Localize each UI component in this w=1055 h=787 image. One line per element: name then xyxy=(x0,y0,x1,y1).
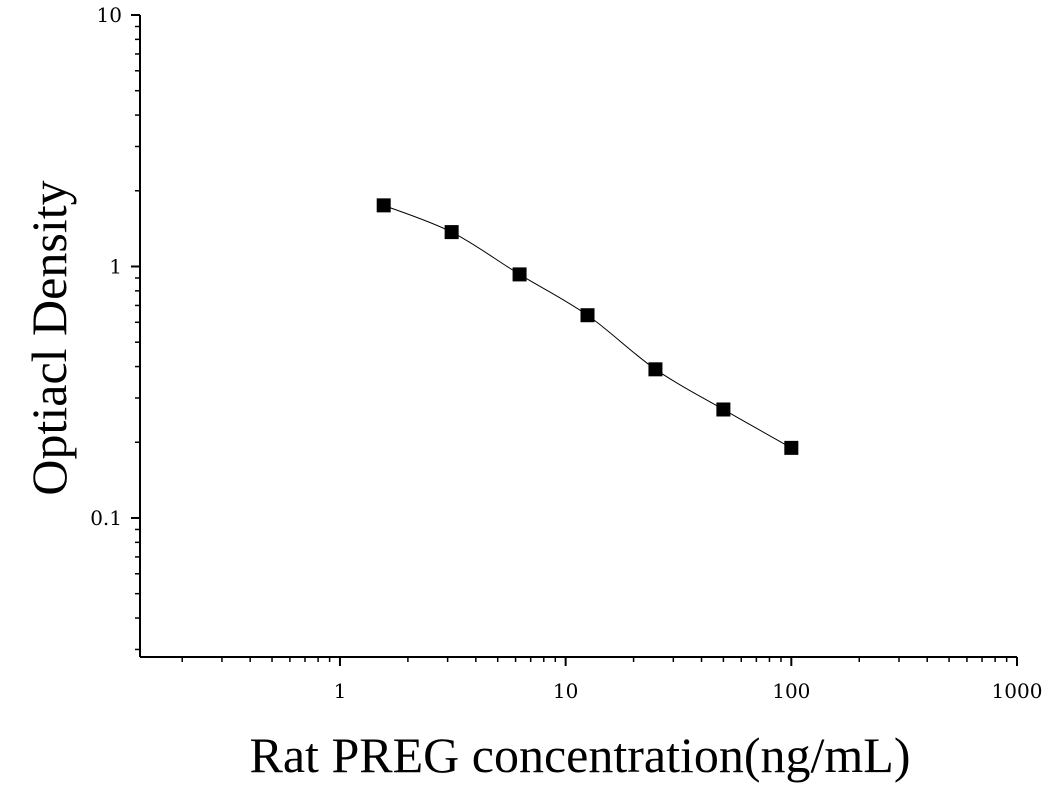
y-axis-title: Optiacl Density xyxy=(21,180,77,495)
data-points xyxy=(376,198,799,455)
major-ticks xyxy=(131,14,1018,666)
data-point xyxy=(512,267,527,282)
tick-labels: 1 10 100 1000 0.1 1 10 xyxy=(90,3,1042,703)
data-point xyxy=(716,402,731,417)
x-axis-title: Rat PREG concentration(ng/mL) xyxy=(250,727,911,783)
data-point xyxy=(376,198,391,213)
minor-ticks xyxy=(135,25,1008,662)
x-tick-label: 1 xyxy=(334,679,347,703)
x-tick-label: 100 xyxy=(772,679,810,703)
data-point xyxy=(580,308,595,323)
y-tick-label: 1 xyxy=(109,254,122,278)
x-tick-label: 1000 xyxy=(992,679,1043,703)
data-point xyxy=(784,440,799,455)
data-point xyxy=(444,225,459,240)
data-point xyxy=(648,362,663,377)
y-tick-label: 10 xyxy=(97,3,122,27)
x-tick-label: 10 xyxy=(553,679,578,703)
y-tick-label: 0.1 xyxy=(90,506,122,530)
